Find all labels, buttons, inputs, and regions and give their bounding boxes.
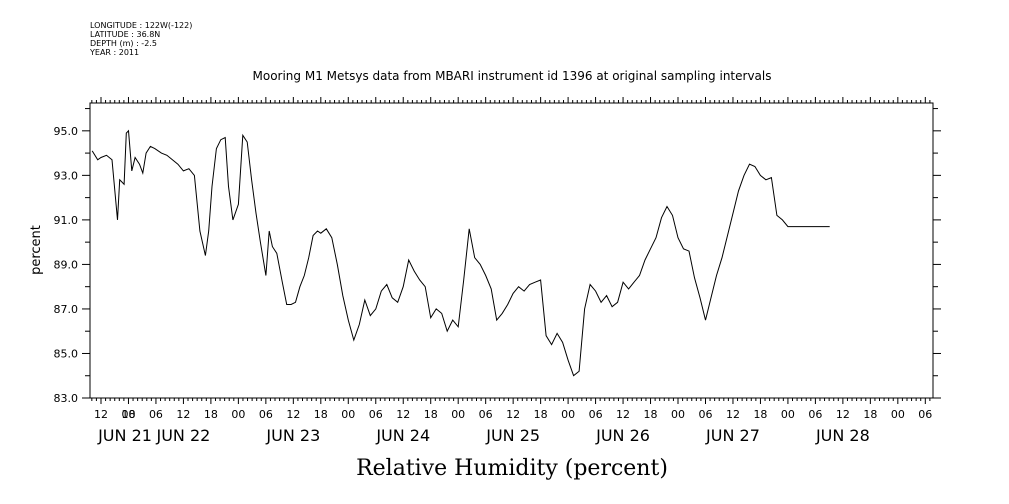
- y-axis-ticks: 83.0 85.0 87.0 89.0 91.0 93.0 95.0: [54, 108, 941, 405]
- x-hour-label: 12: [176, 408, 190, 421]
- y-tick-label: 93.0: [54, 169, 79, 182]
- x-day-label: JUN 27: [705, 426, 760, 445]
- x-hour-label: 12: [836, 408, 850, 421]
- y-tick-label: 89.0: [54, 258, 79, 271]
- x-day-label: JUN 23: [265, 426, 320, 445]
- x-hour-label: 00: [121, 408, 135, 421]
- x-hour-label: 00: [341, 408, 355, 421]
- x-hour-label: 18: [863, 408, 877, 421]
- x-hour-label: 12: [506, 408, 520, 421]
- x-hour-label: 12: [94, 408, 108, 421]
- x-hour-label: 06: [589, 408, 603, 421]
- y-axis-label: percent: [29, 225, 44, 275]
- x-hour-label: 18: [121, 408, 135, 421]
- y-tick-label: 83.0: [54, 392, 79, 405]
- x-hour-label: 12: [396, 408, 410, 421]
- y-tick-label: 85.0: [54, 347, 79, 360]
- x-day-label: JUN 25: [485, 426, 540, 445]
- y-tick-label: 91.0: [54, 214, 79, 227]
- x-hour-label: 00: [451, 408, 465, 421]
- y-tick-label: 95.0: [54, 125, 79, 138]
- x-hour-label: 12: [616, 408, 630, 421]
- x-hour-label: 06: [808, 408, 822, 421]
- metadata-block: LONGITUDE : 122W(-122) LATITUDE : 36.8N …: [90, 21, 192, 57]
- x-hour-label: 06: [149, 408, 163, 421]
- humidity-line: [91, 129, 830, 377]
- x-hour-label: 18: [204, 408, 218, 421]
- x-hour-label: 06: [369, 408, 383, 421]
- chart-title: Mooring M1 Metsys data from MBARI instru…: [253, 69, 772, 83]
- x-day-label: JUN 28: [815, 426, 870, 445]
- x-hour-label: 00: [561, 408, 575, 421]
- x-hour-label: 12: [286, 408, 300, 421]
- x-axis-label: Relative Humidity (percent): [356, 456, 668, 481]
- y-tick-label: 87.0: [54, 303, 79, 316]
- year-text: YEAR : 2011: [90, 48, 140, 57]
- x-hour-label: 18: [644, 408, 658, 421]
- x-day-label: JUN 21: [97, 426, 152, 445]
- x-hour-label: 18: [424, 408, 438, 421]
- x-hour-label: 18: [753, 408, 767, 421]
- x-hour-label: 06: [698, 408, 712, 421]
- x-day-label: JUN 22: [156, 426, 211, 445]
- x-hour-label: 06: [918, 408, 932, 421]
- plot-frame: [89, 102, 934, 399]
- x-hour-label: 12: [726, 408, 740, 421]
- longitude-text: LONGITUDE : 122W(-122): [90, 21, 193, 30]
- x-day-label: JUN 26: [595, 426, 650, 445]
- data-series: [91, 129, 830, 377]
- x-day-label: JUN 24: [375, 426, 430, 445]
- plot-axes: [89, 97, 934, 404]
- x-hour-label: 18: [534, 408, 548, 421]
- depth-text: DEPTH (m) : -2.5: [90, 39, 157, 48]
- x-hour-label: 06: [479, 408, 493, 421]
- x-hour-label: 00: [781, 408, 795, 421]
- latitude-text: LATITUDE : 36.8N: [90, 30, 161, 39]
- x-hour-label: 06: [259, 408, 273, 421]
- x-hour-label: 00: [891, 408, 905, 421]
- x-hour-label: 00: [671, 408, 685, 421]
- x-hour-label: 00: [231, 408, 245, 421]
- x-hour-label: 18: [314, 408, 328, 421]
